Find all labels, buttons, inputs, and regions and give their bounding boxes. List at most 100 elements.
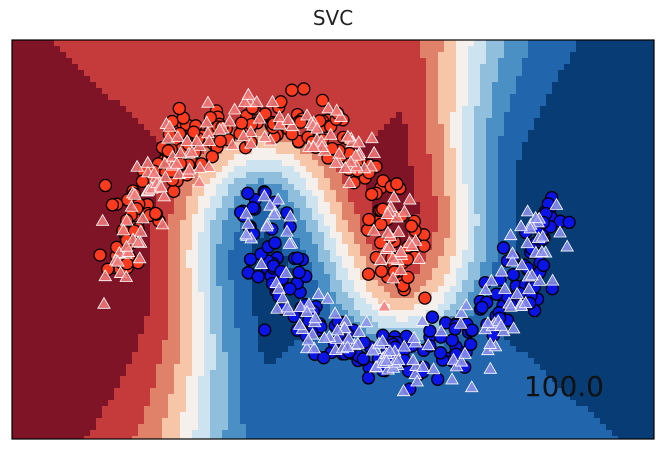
surface-cell — [138, 112, 145, 119]
surface-cell — [78, 238, 85, 245]
surface-cell — [630, 310, 637, 317]
surface-cell — [456, 142, 463, 149]
surface-cell — [24, 112, 31, 119]
surface-cell — [336, 286, 343, 293]
surface-cell — [648, 76, 654, 83]
surface-cell — [234, 238, 241, 245]
surface-cell — [60, 280, 67, 287]
surface-cell — [516, 52, 523, 59]
surface-cell — [390, 100, 397, 107]
surface-cell — [576, 148, 583, 155]
surface-cell — [102, 196, 109, 203]
surface-cell — [18, 178, 25, 185]
surface-cell — [492, 208, 499, 215]
surface-cell — [324, 304, 331, 311]
surface-cell — [84, 46, 91, 53]
surface-cell — [162, 76, 169, 83]
surface-cell — [438, 286, 445, 293]
surface-cell — [432, 52, 439, 59]
surface-cell — [414, 208, 421, 215]
surface-cell — [180, 196, 187, 203]
surface-cell — [210, 208, 217, 215]
surface-cell — [552, 304, 559, 311]
surface-cell — [630, 286, 637, 293]
surface-cell — [474, 154, 481, 161]
surface-cell — [198, 268, 205, 275]
surface-cell — [354, 94, 361, 101]
surface-cell — [564, 148, 571, 155]
surface-cell — [354, 70, 361, 77]
surface-cell — [168, 64, 175, 71]
surface-cell — [420, 172, 427, 179]
surface-cell — [444, 238, 451, 245]
surface-cell — [84, 148, 91, 155]
surface-cell — [402, 232, 409, 239]
surface-cell — [414, 112, 421, 119]
surface-cell — [636, 136, 643, 143]
surface-cell — [228, 46, 235, 53]
surface-cell — [36, 226, 43, 233]
surface-cell — [414, 160, 421, 167]
surface-cell — [90, 64, 97, 71]
surface-cell — [450, 310, 457, 317]
surface-cell — [72, 94, 79, 101]
surface-cell — [84, 106, 91, 113]
surface-cell — [552, 40, 559, 47]
surface-cell — [486, 172, 493, 179]
surface-cell — [294, 208, 301, 215]
surface-cell — [36, 316, 43, 323]
surface-cell — [432, 154, 439, 161]
surface-cell — [426, 214, 433, 221]
surface-cell — [444, 40, 451, 47]
surface-cell — [450, 88, 457, 95]
surface-cell — [420, 220, 427, 227]
surface-cell — [114, 100, 121, 107]
surface-cell — [132, 268, 139, 275]
surface-cell — [498, 130, 505, 137]
surface-cell — [426, 268, 433, 275]
surface-cell — [390, 226, 397, 233]
surface-cell — [444, 310, 451, 317]
surface-cell — [18, 286, 25, 293]
surface-cell — [156, 310, 163, 317]
surface-cell — [264, 172, 271, 179]
surface-cell — [630, 100, 637, 107]
surface-cell — [174, 94, 181, 101]
surface-cell — [324, 40, 331, 47]
surface-cell — [312, 244, 319, 251]
surface-cell — [552, 250, 559, 257]
surface-cell — [576, 154, 583, 161]
surface-cell — [456, 64, 463, 71]
surface-cell — [216, 316, 223, 323]
surface-cell — [570, 76, 577, 83]
surface-cell — [216, 232, 223, 239]
surface-cell — [420, 184, 427, 191]
surface-cell — [180, 280, 187, 287]
surface-cell — [342, 76, 349, 83]
surface-cell — [540, 52, 547, 59]
surface-cell — [300, 40, 307, 47]
surface-cell — [606, 148, 613, 155]
surface-cell — [30, 244, 37, 251]
surface-cell — [318, 244, 325, 251]
surface-cell — [186, 256, 193, 263]
surface-cell — [390, 124, 397, 131]
surface-cell — [636, 88, 643, 95]
surface-cell — [90, 148, 97, 155]
surface-cell — [246, 244, 253, 251]
surface-cell — [504, 154, 511, 161]
surface-cell — [642, 148, 649, 155]
surface-cell — [642, 88, 649, 95]
surface-cell — [30, 136, 37, 143]
surface-cell — [480, 52, 487, 59]
surface-cell — [570, 94, 577, 101]
surface-cell — [642, 244, 649, 251]
surface-cell — [150, 52, 157, 59]
surface-cell — [192, 196, 199, 203]
surface-cell — [204, 256, 211, 263]
surface-cell — [318, 298, 325, 305]
surface-cell — [612, 136, 619, 143]
surface-cell — [66, 256, 73, 263]
surface-cell — [456, 118, 463, 125]
surface-cell — [42, 40, 49, 47]
